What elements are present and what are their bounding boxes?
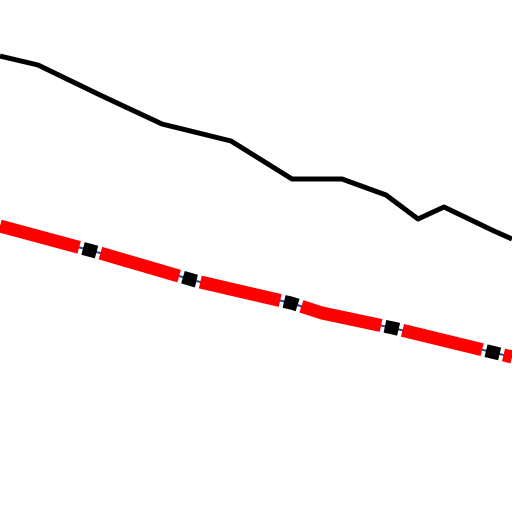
dashed-line-marker — [0, 219, 512, 364]
line — [0, 53, 512, 242]
dashed-line — [0, 219, 512, 364]
